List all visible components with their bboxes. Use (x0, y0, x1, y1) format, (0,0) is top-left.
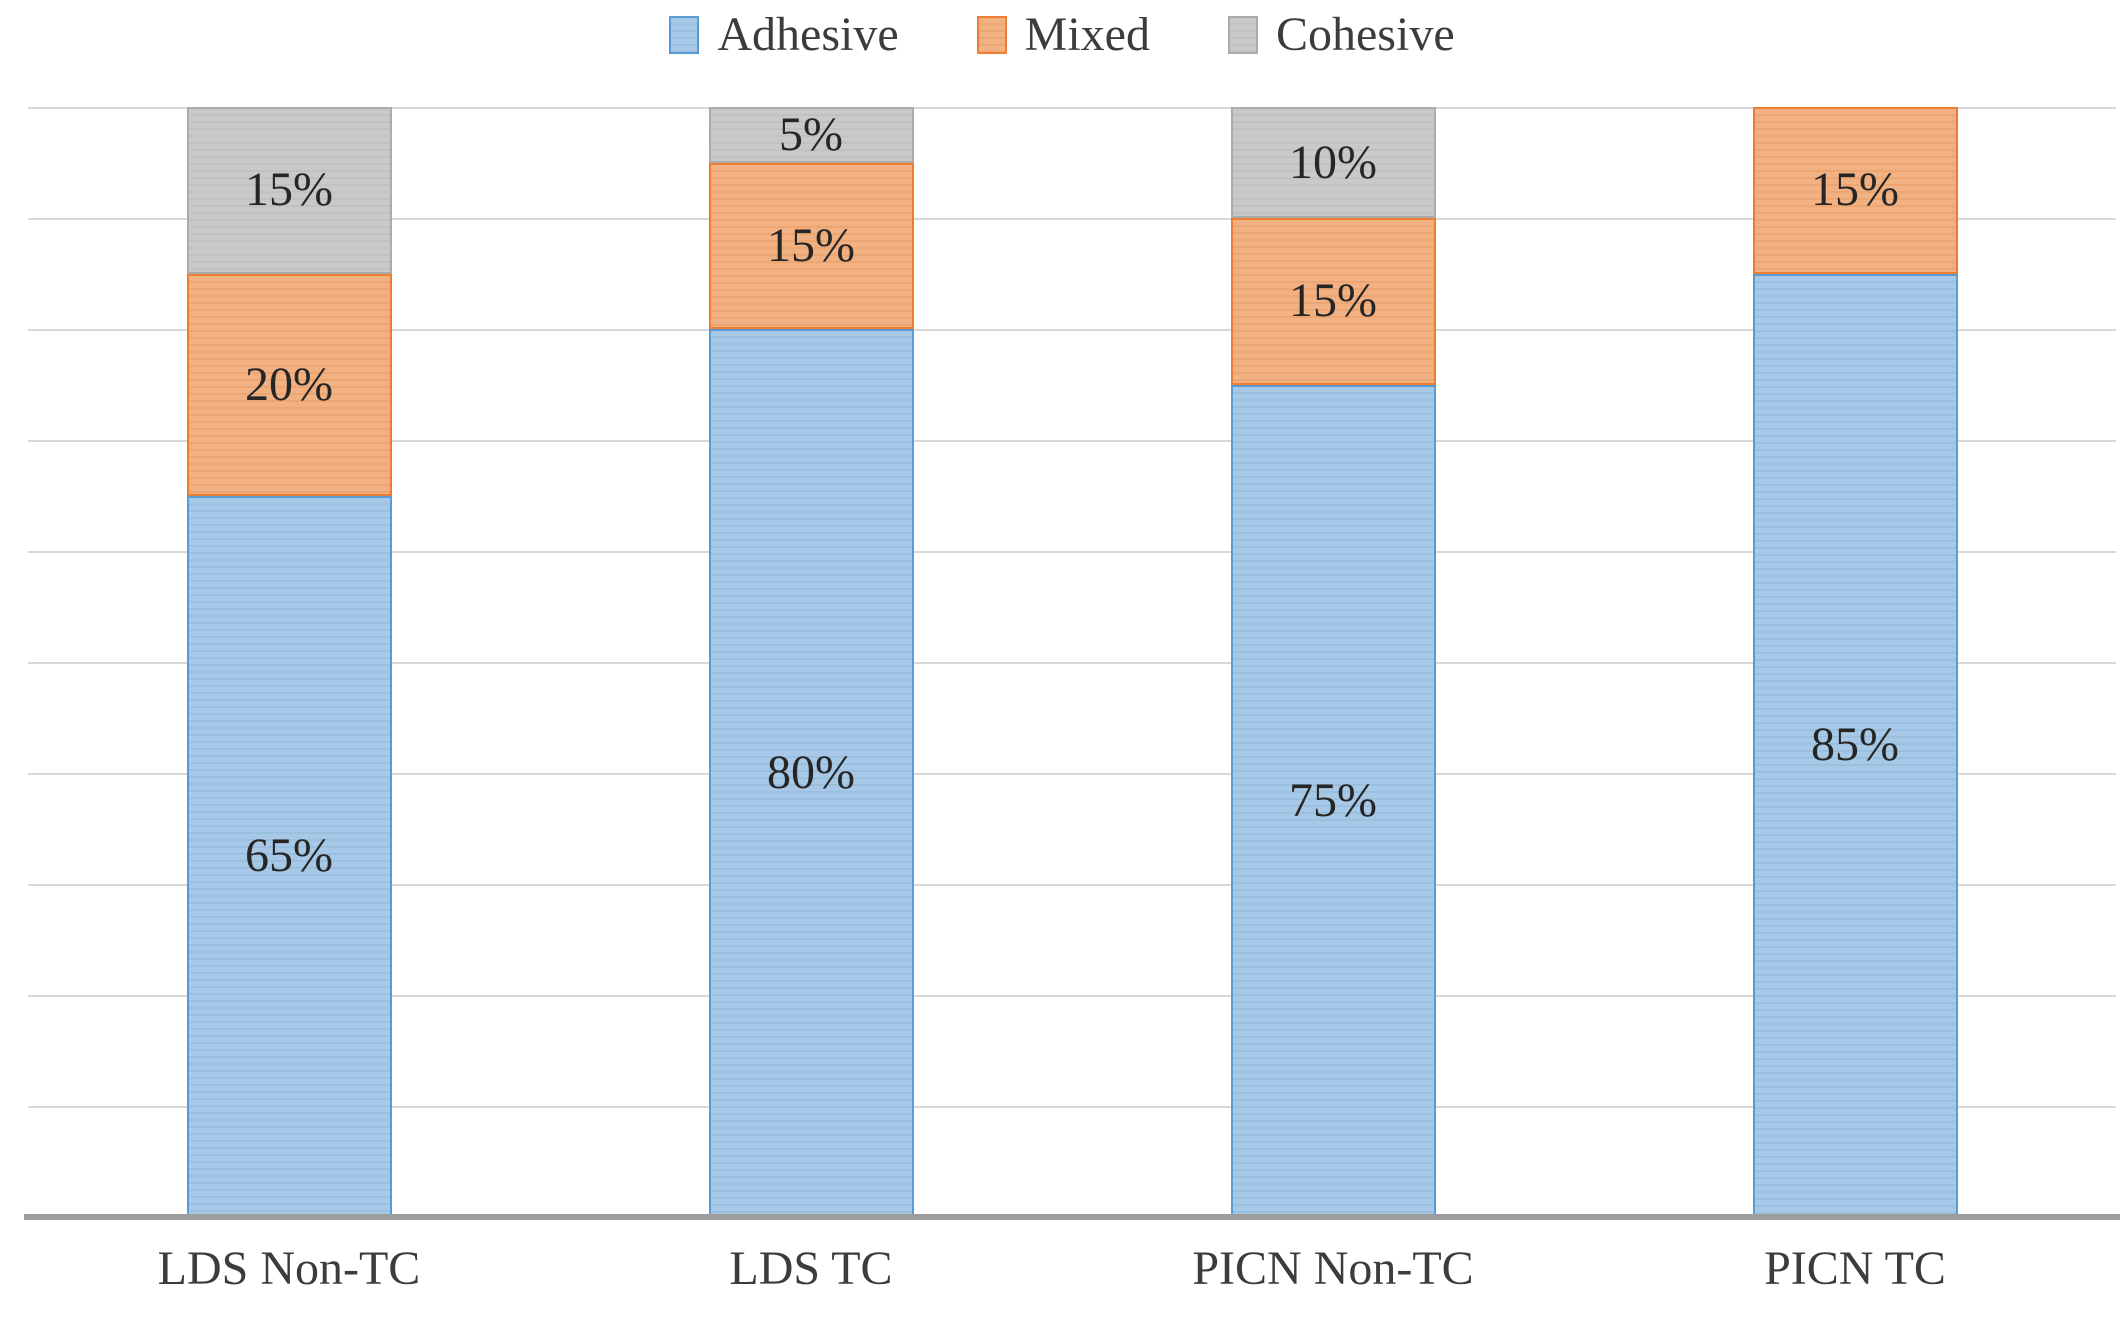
gridline (28, 1106, 2116, 1108)
legend-swatch-icon (976, 16, 1007, 54)
category-label: LDS Non-TC (157, 1242, 421, 1295)
legend-label: Adhesive (717, 8, 899, 61)
segment-adhesive: 75% (1230, 384, 1436, 1217)
category-label: LDS TC (729, 1242, 893, 1295)
segment-mixed: 15% (1752, 107, 1958, 274)
legend-item-mixed: Mixed (976, 8, 1150, 61)
segment-mixed: 15% (1230, 218, 1436, 385)
stacked-bar-lds-non-tc: 65% 20% 15% (186, 107, 392, 1217)
legend-item-cohesive: Cohesive (1227, 8, 1455, 61)
value-label: 15% (767, 218, 855, 272)
gridline (28, 107, 2116, 109)
gridline (28, 551, 2116, 553)
legend-swatch-icon (1227, 16, 1258, 54)
gridline (28, 662, 2116, 664)
segment-adhesive: 65% (186, 495, 392, 1217)
bars-container: 65% 20% 15% 80% 15% 5% 75% 15% 10% 85% 15% (28, 107, 2116, 1217)
gridline (28, 884, 2116, 886)
bar-slot: 85% 15% (1594, 107, 2116, 1217)
value-label: 15% (1811, 163, 1899, 217)
segment-adhesive: 85% (1752, 273, 1958, 1217)
value-label: 15% (1289, 274, 1377, 328)
value-label: 20% (245, 357, 333, 411)
x-axis-labels: LDS Non-TC LDS TC PICN Non-TC PICN TC (28, 1240, 2116, 1298)
value-label: 5% (779, 107, 843, 161)
segment-cohesive: 5% (708, 107, 914, 163)
value-label: 15% (245, 163, 333, 217)
chart-legend: Adhesive Mixed Cohesive (0, 2, 2124, 68)
value-label: 75% (1289, 773, 1377, 827)
legend-swatch-icon (669, 16, 700, 54)
stacked-bar-lds-tc: 80% 15% 5% (708, 107, 914, 1217)
gridline (28, 773, 2116, 775)
category-label: PICN Non-TC (1192, 1242, 1474, 1295)
segment-mixed: 15% (708, 162, 914, 329)
bar-slot: 65% 20% 15% (28, 107, 550, 1217)
legend-item-adhesive: Adhesive (669, 8, 899, 61)
bar-slot: 80% 15% 5% (550, 107, 1072, 1217)
value-label: 10% (1289, 135, 1377, 189)
gridline (28, 995, 2116, 997)
segment-cohesive: 15% (186, 107, 392, 274)
legend-label: Cohesive (1275, 8, 1455, 61)
gridline (28, 218, 2116, 220)
legend-label: Mixed (1024, 8, 1150, 61)
value-label: 65% (245, 829, 333, 883)
category-label: PICN TC (1764, 1242, 1946, 1295)
gridline (28, 440, 2116, 442)
segment-cohesive: 10% (1230, 107, 1436, 218)
stacked-bar-picn-tc: 85% 15% (1752, 107, 1958, 1217)
bar-slot: 75% 15% 10% (1072, 107, 1594, 1217)
plot-area: 65% 20% 15% 80% 15% 5% 75% 15% 10% 85% 15% (24, 107, 2120, 1220)
value-label: 80% (767, 746, 855, 799)
stacked-bar-picn-non-tc: 75% 15% 10% (1230, 107, 1436, 1217)
segment-mixed: 20% (186, 273, 392, 496)
value-label: 85% (1811, 718, 1899, 772)
x-axis-line (24, 1214, 2120, 1220)
segment-adhesive: 80% (708, 329, 914, 1217)
gridline (28, 329, 2116, 331)
